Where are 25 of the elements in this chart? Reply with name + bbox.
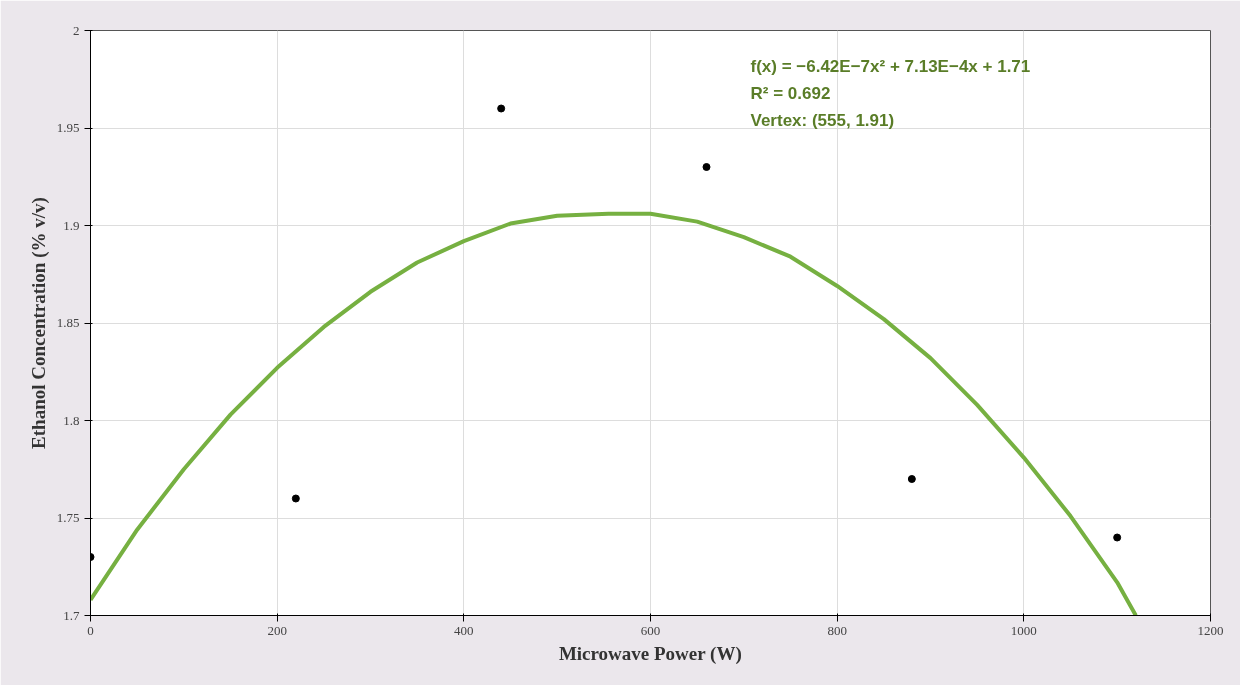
line-series — [90, 211, 1138, 616]
x-tick-label: 1000 — [1010, 622, 1037, 638]
y-tick-label: 1.95 — [56, 120, 80, 135]
y-tick-label: 2 — [73, 22, 80, 38]
annotation: Vertex: (555, 1.91) — [750, 110, 895, 130]
x-tick-label: 400 — [454, 622, 474, 638]
x-tick-label: 0 — [87, 622, 94, 638]
y-tick-label: 1.7 — [63, 607, 80, 623]
y-tick-label: 1.8 — [63, 412, 80, 428]
y-tick-label: 1.75 — [56, 510, 80, 525]
y-tick-label: 1.9 — [63, 217, 80, 233]
x-axis-title: Microwave Power (W) — [558, 642, 742, 665]
point — [702, 163, 711, 171]
x-tick-label: 800 — [827, 622, 847, 638]
y-axis-title: Ethanol Concentration (% v/v) — [27, 197, 50, 449]
point — [1113, 533, 1122, 542]
x-tick-label: 200 — [267, 622, 287, 638]
y-tick-label: 1.85 — [56, 315, 80, 330]
point — [291, 494, 300, 503]
annotation: f(x) = −6.42E−7x² + 7.13E−4x + 1.71 — [750, 56, 1031, 76]
point — [907, 475, 916, 483]
annotation: R² = 0.692 — [750, 83, 831, 103]
x-tick-label: 1200 — [1197, 622, 1224, 638]
x-tick-label: 600 — [640, 622, 661, 638]
point — [497, 104, 506, 113]
